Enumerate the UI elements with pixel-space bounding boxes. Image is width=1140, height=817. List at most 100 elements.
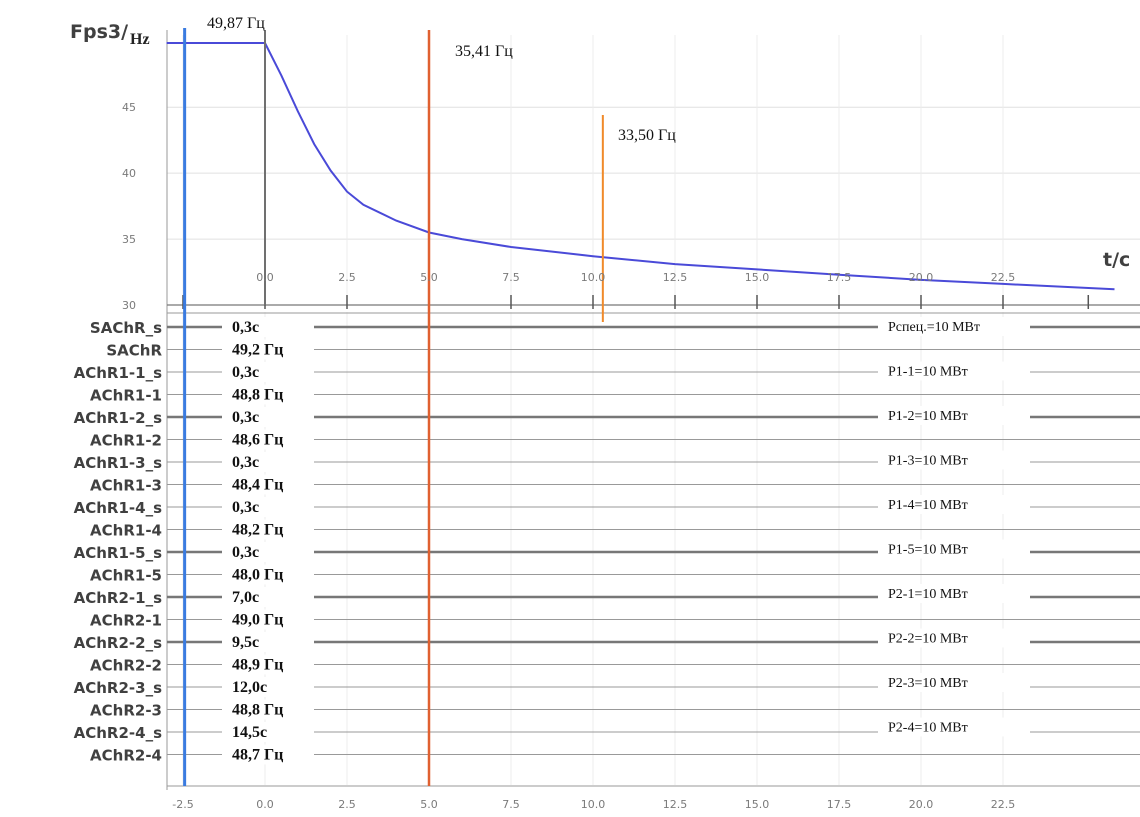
channel-label: AChR1-4	[90, 522, 162, 540]
setting-label-bg	[222, 677, 314, 697]
power-label: Р1-4=10 МВт	[888, 498, 968, 513]
setting-label-bg	[222, 699, 314, 720]
channel-label: AChR2-4	[90, 747, 162, 765]
marker-label: 35,41 Гц	[455, 43, 513, 60]
setting-label-bg	[222, 339, 314, 360]
x-axis-title: t/c	[1103, 249, 1130, 271]
setting-label: 0,3c	[232, 544, 259, 561]
channel-label: AChR2-2	[90, 657, 162, 675]
setting-label: 9,5c	[232, 634, 259, 651]
power-label: Р1-1=10 МВт	[888, 365, 968, 380]
power-label-bg	[878, 495, 1030, 514]
setting-label: 48,8 Гц	[232, 387, 283, 404]
x-tick-label-bottom: 0.0	[256, 798, 274, 811]
y-tick-label: 30	[122, 299, 136, 312]
setting-label: 48,7 Гц	[232, 747, 283, 764]
channel-label: AChR2-3	[90, 702, 162, 720]
setting-label: 49,2 Гц	[232, 342, 283, 359]
setting-label: 48,9 Гц	[232, 657, 283, 674]
channel-label: AChR1-2_s	[74, 409, 162, 427]
x-tick-label-bottom: 5.0	[420, 798, 438, 811]
setting-label: 0,3c	[232, 364, 259, 381]
power-label-bg	[878, 450, 1030, 470]
x-tick-label: 7.5	[502, 271, 520, 284]
x-tick-label-bottom: 20.0	[909, 798, 934, 811]
setting-label-bg	[222, 632, 314, 652]
channel-label: AChR2-2_s	[74, 634, 162, 652]
axes	[166, 30, 1140, 790]
y-tick-label: 35	[122, 233, 136, 246]
setting-label-bg	[222, 744, 314, 765]
power-label-bg	[878, 584, 1030, 603]
power-label-bg	[878, 673, 1030, 692]
frequency-series-line	[166, 42, 1115, 291]
setting-label-bg	[222, 587, 314, 607]
power-label: Р2-3=10 МВт	[888, 676, 968, 691]
y-axis-title: Fps3/	[70, 21, 128, 43]
x-tick-label: 17.5	[827, 271, 852, 284]
setting-label: 7,0c	[232, 589, 259, 606]
channel-label: AChR1-1	[90, 387, 162, 405]
setting-label: 14,5c	[232, 724, 267, 741]
setting-label-bg	[222, 497, 314, 517]
power-label: Р2-4=10 МВт	[888, 721, 968, 736]
setting-label: 48,6 Гц	[232, 432, 283, 449]
setting-label-bg	[222, 362, 314, 382]
y-tick-label: 40	[122, 167, 136, 180]
channel-label: AChR1-2	[90, 432, 162, 450]
setting-label: 0,3c	[232, 319, 259, 336]
setting-label-bg	[222, 452, 314, 472]
setting-label-bg	[222, 609, 314, 630]
channel-label: AChR2-3_s	[74, 679, 162, 697]
power-label-bg	[878, 717, 1030, 737]
setting-label: 49,0 Гц	[232, 612, 283, 629]
setting-label-bg	[222, 564, 314, 585]
channel-label: SAChR_s	[90, 319, 162, 337]
x-tick-label-bottom: 17.5	[827, 798, 852, 811]
power-label: Р1-5=10 МВт	[888, 543, 968, 558]
channel-label: AChR1-5	[90, 567, 162, 585]
x-tick-label: 12.5	[663, 271, 688, 284]
x-tick-label-bottom: 15.0	[745, 798, 770, 811]
power-label: Р2-1=10 МВт	[888, 587, 968, 602]
setting-label-bg	[222, 474, 314, 495]
x-tick-label: 5.0	[420, 271, 438, 284]
power-label: Р1-3=10 МВт	[888, 454, 968, 469]
power-label-bg	[878, 361, 1030, 381]
channel-label: SAChR	[106, 342, 162, 360]
power-label-bg	[878, 539, 1030, 559]
channel-label: AChR1-1_s	[74, 364, 162, 382]
power-label-bg	[878, 317, 1030, 336]
x-tick-label-bottom: 7.5	[502, 798, 520, 811]
channel-label: AChR2-4_s	[74, 724, 162, 742]
setting-label-bg	[222, 317, 314, 337]
setting-label-bg	[222, 542, 314, 562]
x-tick-label-bottom: 12.5	[663, 798, 688, 811]
setting-label: 0,3c	[232, 409, 259, 426]
setting-label-bg	[222, 407, 314, 427]
setting-label: 48,2 Гц	[232, 522, 283, 539]
x-tick-label: 10.0	[581, 271, 606, 284]
marker-label: 33,50 Гц	[618, 127, 676, 144]
setting-label: 48,0 Гц	[232, 567, 283, 584]
x-tick-label: 2.5	[338, 271, 356, 284]
setting-label-bg	[222, 429, 314, 450]
marker-label: 49,87 Гц	[207, 15, 265, 32]
power-label: Р1-2=10 МВт	[888, 409, 968, 424]
channel-label: AChR1-3_s	[74, 454, 162, 472]
setting-label-bg	[222, 519, 314, 540]
x-tick-label: 20.0	[909, 271, 934, 284]
setting-label: 48,8 Гц	[232, 702, 283, 719]
labels-layer: 45 40 35 30 0.0 2.5 5.0 7.5 10.0 12.5 15.0 17.5 20.0…	[70, 15, 1130, 811]
x-tick-label-bottom: -2.5	[172, 798, 193, 811]
channel-label: AChR2-1_s	[74, 589, 162, 607]
x-tick-label-bottom: 22.5	[991, 798, 1016, 811]
x-tick-label: 0.0	[256, 271, 274, 284]
y-axis-unit: Hz	[130, 31, 150, 48]
channel-label: AChR1-4_s	[74, 499, 162, 517]
x-tick-label: 15.0	[745, 271, 770, 284]
x-tick-label-bottom: 2.5	[338, 798, 356, 811]
x-tick-label-bottom: 10.0	[581, 798, 606, 811]
setting-label: 0,3c	[232, 454, 259, 471]
